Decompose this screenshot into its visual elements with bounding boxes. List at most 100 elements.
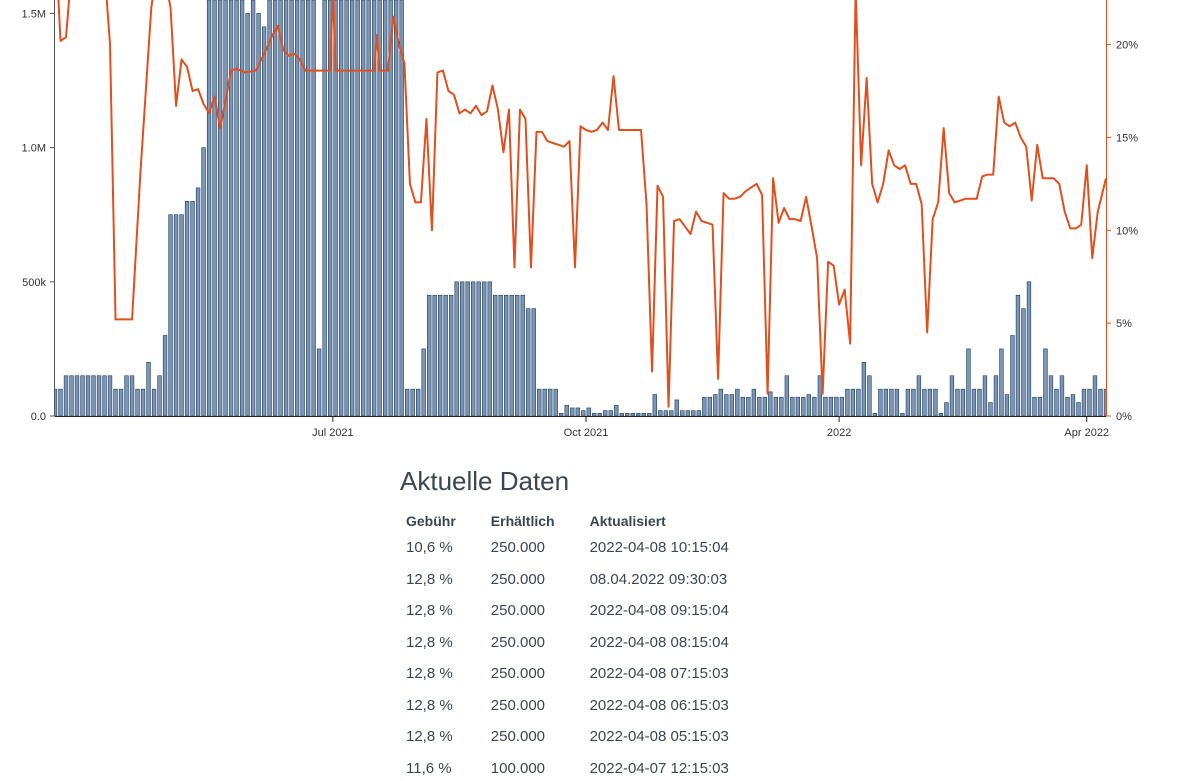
chart-bar bbox=[151, 388, 157, 416]
chart-bar bbox=[85, 375, 91, 416]
chart-bar bbox=[1059, 375, 1065, 416]
chart-bar bbox=[212, 0, 217, 416]
chart-bar bbox=[960, 388, 966, 416]
chart-bar bbox=[988, 402, 993, 416]
chart-bar bbox=[894, 388, 900, 416]
x-tick-label: 2022 bbox=[827, 427, 851, 439]
chart-bar bbox=[713, 394, 718, 416]
chart-bar bbox=[377, 0, 382, 416]
chart-bar bbox=[608, 410, 613, 416]
x-tick-label: Apr 2022 bbox=[1064, 427, 1109, 439]
chart-bar bbox=[256, 13, 261, 416]
chart-bar bbox=[327, 0, 333, 416]
chart-bar bbox=[905, 388, 911, 416]
chart-bar bbox=[845, 388, 850, 416]
chart-bar bbox=[146, 362, 151, 416]
available-cell: 250.000 bbox=[490, 696, 546, 714]
chart-bar bbox=[658, 410, 663, 416]
chart-bar bbox=[217, 0, 223, 416]
chart-bar bbox=[619, 413, 624, 416]
chart-bar bbox=[570, 407, 575, 416]
chart-bar bbox=[305, 0, 311, 416]
chart-bar bbox=[548, 388, 553, 416]
chart-bar bbox=[234, 0, 239, 416]
chart-bar bbox=[1103, 388, 1106, 416]
chart-bar bbox=[388, 0, 393, 416]
chart-bar bbox=[779, 396, 784, 416]
axes bbox=[54, 0, 1107, 417]
chart-bar bbox=[140, 388, 146, 416]
chart-bar bbox=[267, 0, 272, 416]
chart-bar bbox=[283, 0, 289, 416]
chart-bar bbox=[261, 26, 267, 416]
chart-bar bbox=[1026, 281, 1032, 416]
chart-bar bbox=[542, 388, 547, 416]
chart-bar bbox=[889, 388, 894, 416]
updated-cell: 2022-04-08 10:15:04 bbox=[589, 539, 729, 557]
chart-bar bbox=[900, 413, 905, 416]
updated-cell: 08.04.2022 09:30:03 bbox=[589, 570, 728, 588]
chart-bar bbox=[1081, 388, 1087, 416]
chart-bar bbox=[113, 388, 118, 416]
chart-bar bbox=[482, 281, 487, 416]
chart-bar bbox=[663, 410, 668, 416]
chart-bar bbox=[515, 294, 520, 416]
chart-bar bbox=[393, 0, 399, 416]
fee-cell: 11,6 % bbox=[406, 759, 452, 777]
chart-bar bbox=[355, 0, 360, 416]
chart-bar bbox=[916, 375, 922, 416]
chart-bar bbox=[707, 396, 712, 416]
chart-bar bbox=[443, 294, 448, 416]
updated-cell: 2022-04-08 05:15:03 bbox=[589, 728, 729, 746]
updated-cell: 2022-04-08 07:15:03 bbox=[589, 665, 729, 683]
chart-bar bbox=[80, 375, 85, 416]
chart-bar bbox=[487, 281, 492, 416]
chart-bar bbox=[399, 0, 404, 416]
chart-bar bbox=[938, 413, 944, 416]
chart-bar bbox=[449, 294, 454, 416]
chart-bar bbox=[735, 388, 740, 416]
right-tick-label: 5% bbox=[1116, 318, 1132, 330]
chart-bar bbox=[828, 396, 834, 416]
table-row: 12,8 % 250.000 2022-04-08 08:15:04 bbox=[400, 627, 729, 659]
chart-bar bbox=[669, 410, 674, 416]
chart-bar bbox=[526, 308, 531, 416]
chart-bar bbox=[432, 294, 437, 416]
chart-bar bbox=[867, 375, 872, 416]
fee-line bbox=[57, 0, 1106, 408]
updated-cell: 2022-04-07 12:15:03 bbox=[589, 759, 729, 777]
available-cell: 250.000 bbox=[490, 570, 546, 588]
chart-bar bbox=[338, 0, 344, 416]
chart-bar bbox=[636, 413, 641, 416]
left-tick-label: 1.5M bbox=[22, 8, 46, 20]
chart-bar bbox=[872, 413, 878, 416]
chart-bar bbox=[1065, 396, 1070, 416]
updated-cell: 2022-04-08 09:15:04 bbox=[589, 602, 729, 620]
chart-bar bbox=[438, 294, 443, 416]
chart-bar bbox=[839, 396, 845, 416]
chart-bar bbox=[575, 407, 580, 416]
fee-availability-chart: 0.0 500k 1.0M 1.5M 0% 5% 10% 15% 20% Jul 2021 Oct … bbox=[22, 0, 1138, 439]
x-tick-label: Oct 2021 bbox=[564, 427, 609, 439]
fee-cell: 12,8 % bbox=[406, 665, 453, 683]
chart-bar bbox=[812, 396, 817, 416]
chart-bar bbox=[239, 0, 245, 416]
chart-bar bbox=[316, 348, 322, 416]
chart-bar bbox=[768, 391, 773, 416]
chart-bar bbox=[641, 413, 646, 416]
chart-bar bbox=[1076, 402, 1081, 416]
chart-bar bbox=[537, 388, 542, 416]
chart-bar bbox=[157, 375, 162, 416]
chart-bar bbox=[135, 388, 140, 416]
left-tick-label: 500k bbox=[22, 277, 46, 289]
chart-bar bbox=[184, 200, 190, 416]
table-body: 10,6 % 250.000 2022-04-08 10:15:04 12,8 % 25… bbox=[400, 532, 729, 781]
table-row: 12,8 % 250.000 2022-04-08 06:15:03 bbox=[400, 690, 729, 722]
chart-bar bbox=[371, 0, 377, 416]
chart-bar bbox=[559, 413, 564, 416]
chart-bar bbox=[966, 348, 971, 416]
line-series bbox=[57, 0, 1106, 408]
chart-bar bbox=[129, 375, 135, 416]
chart-bar bbox=[581, 410, 586, 416]
